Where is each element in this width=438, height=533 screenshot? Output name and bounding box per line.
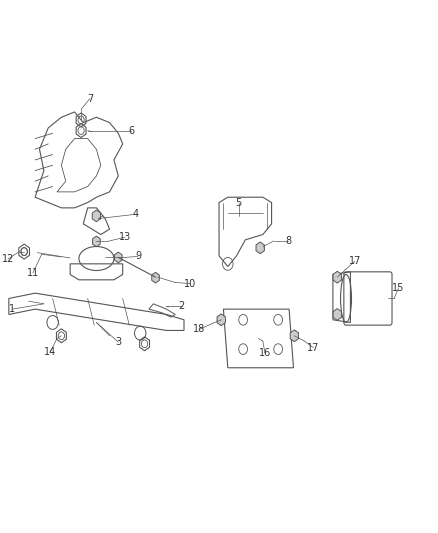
Polygon shape <box>92 210 101 222</box>
Text: 12: 12 <box>2 254 14 264</box>
Text: 7: 7 <box>87 94 93 103</box>
Polygon shape <box>333 309 342 320</box>
Text: 14: 14 <box>44 347 57 357</box>
Text: 1: 1 <box>9 304 15 314</box>
Text: 18: 18 <box>193 325 205 334</box>
Polygon shape <box>152 272 159 283</box>
Text: 11: 11 <box>27 268 39 278</box>
Text: 9: 9 <box>135 252 141 261</box>
Text: 10: 10 <box>184 279 197 288</box>
Text: 15: 15 <box>392 283 405 293</box>
Text: 13: 13 <box>119 232 131 242</box>
Text: 3: 3 <box>115 337 121 347</box>
Polygon shape <box>114 252 122 263</box>
Text: 6: 6 <box>128 126 134 135</box>
Text: 5: 5 <box>236 198 242 207</box>
Polygon shape <box>92 236 100 247</box>
Text: 8: 8 <box>285 236 291 246</box>
Text: 4: 4 <box>133 209 139 219</box>
Polygon shape <box>333 271 342 283</box>
Text: 17: 17 <box>307 343 319 352</box>
Text: 17: 17 <box>349 256 361 266</box>
Polygon shape <box>290 330 299 342</box>
Text: 2: 2 <box>179 302 185 311</box>
Polygon shape <box>256 242 265 254</box>
Polygon shape <box>217 314 226 326</box>
Text: 16: 16 <box>259 349 271 358</box>
